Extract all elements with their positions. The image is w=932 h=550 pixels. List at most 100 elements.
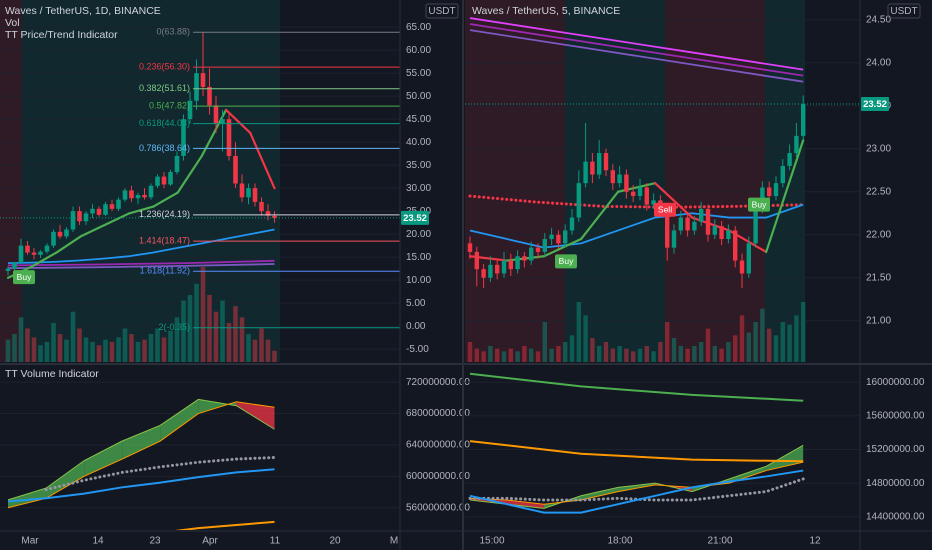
volume-bar (31, 337, 37, 362)
y-tick-label: 15600000.00 (866, 411, 925, 422)
candle-body (515, 256, 520, 270)
session-band (22, 366, 280, 530)
volume-bar (488, 346, 493, 362)
candle-body (665, 208, 670, 248)
volume-bar (103, 339, 108, 362)
currency[interactable]: USDT (890, 6, 917, 17)
volume-bar (719, 348, 724, 362)
y-tick-label: 45.00 (406, 114, 431, 125)
candle-body (122, 190, 128, 200)
candle-body (794, 135, 799, 154)
price-tag (861, 97, 889, 112)
currency[interactable]: USDT (428, 6, 455, 17)
fib-label: 0.786(38.64) (139, 143, 190, 153)
fib-label: 0(63.88) (156, 27, 190, 37)
y-tick-label: 35.00 (406, 160, 431, 171)
volume-bar (637, 348, 643, 362)
candle-body (767, 187, 772, 197)
volume-fill (198, 399, 237, 414)
volume-bar (733, 335, 738, 362)
indicator-line (469, 203, 804, 249)
currency-box[interactable] (887, 3, 921, 19)
volume-bar (96, 345, 102, 362)
candle-body (787, 153, 792, 166)
candle-body (135, 195, 141, 199)
volume-bar (651, 351, 656, 362)
volume-bar (644, 346, 649, 362)
pane-group: Buy Sell Buy (467, 17, 806, 362)
volume-bar (174, 317, 180, 362)
volume-bar (583, 315, 588, 362)
candle-body (746, 243, 751, 274)
x-tick-label: M (390, 536, 398, 547)
x-tick-label: 15:00 (479, 536, 504, 547)
candle-body (233, 155, 238, 184)
volume-bar (57, 334, 63, 362)
candle-body (194, 73, 199, 101)
candle-body (187, 100, 193, 120)
candle-body (77, 211, 82, 222)
volume-bar (467, 342, 473, 362)
volume-fill (8, 488, 47, 508)
candle-body (678, 217, 683, 231)
candle-body (726, 230, 731, 240)
fib-label: 0.618(44.03) (139, 118, 190, 128)
candle-body (259, 201, 264, 212)
currency-box[interactable] (425, 3, 459, 19)
x-tick-label: 20 (329, 536, 341, 547)
y-tick-label: 22.00 (866, 229, 891, 240)
volume-bar (142, 339, 147, 362)
y-tick-label: 720000000.00 (406, 377, 470, 388)
indicator-line (7, 263, 275, 270)
volume-bar (187, 294, 193, 362)
trend-line-segment (79, 223, 107, 238)
price-tag-label: 23.52 (403, 213, 427, 224)
volume-bar (529, 348, 534, 362)
indicator-line (468, 194, 805, 209)
trend-line-segment (55, 235, 82, 254)
candle-body (220, 119, 225, 124)
indicator-line (469, 29, 804, 83)
candle-body (529, 247, 534, 261)
fib-label: 1.618(11.92) (140, 266, 190, 276)
candle-body (603, 153, 609, 171)
volume-bar (474, 348, 479, 362)
candle-body (733, 230, 738, 261)
y-tick-label: 14800000.00 (866, 478, 925, 489)
candle-body (481, 269, 486, 278)
candle-body (70, 211, 76, 230)
session-band (665, 366, 765, 530)
trend-line-segment (249, 131, 276, 190)
candle-body (624, 174, 629, 192)
y-tick-label: 24.50 (866, 14, 891, 25)
volume-bar (200, 267, 206, 362)
volume-bar (239, 317, 245, 362)
candle-body (739, 260, 745, 274)
volume-bar (712, 346, 717, 362)
x-tick-label: 23 (149, 536, 161, 547)
volume-bar (617, 346, 622, 362)
trend-line-segment (31, 251, 58, 268)
volume-bar (780, 322, 785, 362)
volume-fill (507, 499, 545, 509)
volume-bar (549, 348, 554, 362)
volume-bar (501, 351, 507, 362)
candle-body (501, 260, 507, 274)
candle-body (719, 226, 724, 240)
volume-bar (226, 322, 232, 362)
candle-body (90, 208, 95, 214)
candle-body (174, 155, 180, 173)
volume-bar (692, 346, 697, 362)
indicator-line (44, 455, 276, 492)
candle-body (535, 247, 541, 252)
volume-fill (84, 441, 123, 477)
price-tag (401, 210, 429, 225)
volume-bar (624, 348, 629, 362)
volume-bar (38, 345, 43, 362)
y-tick-label: 0.00 (406, 321, 426, 332)
volume-bar (495, 348, 500, 362)
y-tick-label: 16000000.00 (866, 377, 925, 388)
candle-body (522, 256, 527, 261)
y-tick-label: 15.00 (406, 252, 431, 263)
